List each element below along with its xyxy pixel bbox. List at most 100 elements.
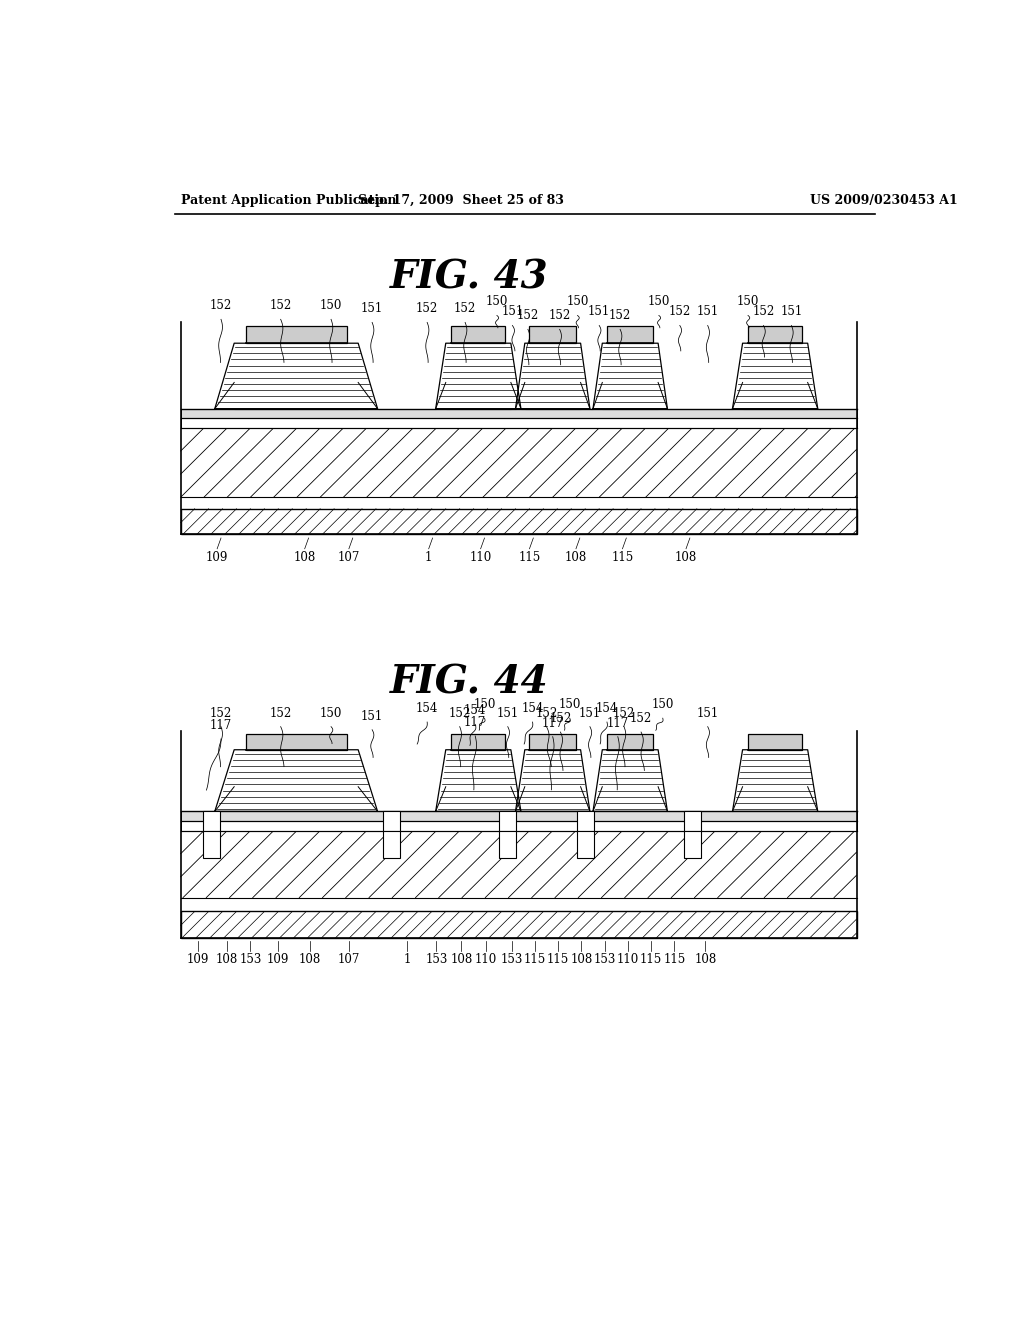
Text: 108: 108 [451,953,472,966]
Text: 153: 153 [594,953,615,966]
Bar [684,812,700,830]
Text: 117: 117 [210,719,232,733]
Text: 117: 117 [464,715,486,729]
Polygon shape [732,750,818,812]
Text: 152: 152 [210,298,232,312]
Text: 152: 152 [269,298,292,312]
Text: 152: 152 [613,706,635,719]
Bar [180,911,856,937]
Text: 151: 151 [361,302,383,314]
Polygon shape [808,383,818,409]
Text: 153: 153 [240,953,262,966]
Text: 152: 152 [549,711,571,725]
Bar [180,418,856,428]
Text: 152: 152 [669,305,691,318]
Text: 150: 150 [319,298,342,312]
Text: 115: 115 [547,953,569,966]
Text: 107: 107 [338,552,360,564]
Text: 1: 1 [425,552,432,564]
Bar [577,812,594,830]
Text: 150: 150 [648,294,670,308]
Text: 109: 109 [186,953,209,966]
Bar [500,812,516,830]
Bar [203,830,220,858]
Polygon shape [732,343,818,409]
Text: 152: 152 [536,706,558,719]
Bar [577,830,594,858]
Text: 110: 110 [469,552,492,564]
Polygon shape [581,383,590,409]
Text: 108: 108 [299,953,322,966]
Bar [452,734,506,750]
Text: 154: 154 [416,702,438,715]
Text: 117: 117 [542,717,564,730]
Bar [180,821,856,830]
Text: 152: 152 [549,309,570,322]
Bar [180,830,856,898]
Polygon shape [658,383,668,409]
Text: Sep. 17, 2009  Sheet 25 of 83: Sep. 17, 2009 Sheet 25 of 83 [358,194,564,207]
Text: 154: 154 [596,702,618,715]
Text: FIG. 43: FIG. 43 [390,259,548,297]
Text: 1: 1 [403,953,411,966]
Text: 152: 152 [609,309,631,322]
Text: 152: 152 [753,305,774,318]
Text: 151: 151 [588,305,610,318]
Text: 115: 115 [518,552,541,564]
Polygon shape [435,750,521,812]
Polygon shape [515,750,590,812]
Text: 153: 153 [425,953,447,966]
Text: 109: 109 [266,953,289,966]
Polygon shape [515,383,524,409]
Text: FIG. 44: FIG. 44 [390,663,548,701]
Bar [383,812,400,830]
Text: 108: 108 [294,552,315,564]
Polygon shape [358,383,378,409]
Text: 110: 110 [475,953,498,966]
Polygon shape [435,383,445,409]
Bar [203,812,220,830]
Text: 150: 150 [737,294,759,308]
Text: 150: 150 [651,698,674,711]
Polygon shape [732,383,742,409]
Text: 115: 115 [664,953,685,966]
Text: 108: 108 [565,552,587,564]
Bar [684,830,700,858]
Text: US 2009/0230453 A1: US 2009/0230453 A1 [810,194,957,207]
Polygon shape [435,343,521,409]
Bar [246,326,346,343]
Polygon shape [511,383,521,409]
Bar [529,734,575,750]
Text: 110: 110 [616,953,639,966]
Text: 151: 151 [780,305,803,318]
Text: 152: 152 [449,706,471,719]
Text: 152: 152 [416,302,438,314]
Polygon shape [215,750,378,812]
Bar [748,326,802,343]
Bar [246,734,346,750]
Text: 108: 108 [216,953,239,966]
Text: 152: 152 [630,711,652,725]
Polygon shape [215,343,378,409]
Text: 150: 150 [473,698,496,711]
Text: 107: 107 [338,953,360,966]
Bar [383,830,400,858]
Text: 109: 109 [206,552,228,564]
Bar [500,830,516,858]
Text: 151: 151 [696,706,719,719]
Text: 115: 115 [640,953,663,966]
Text: 152: 152 [210,706,232,719]
Polygon shape [593,343,668,409]
Text: 154: 154 [464,705,486,718]
Bar [607,734,653,750]
Text: 151: 151 [502,305,523,318]
Text: 152: 152 [517,309,539,322]
Text: 115: 115 [611,552,634,564]
Polygon shape [593,383,602,409]
Bar [180,508,856,535]
Bar [180,428,856,498]
Text: 108: 108 [675,552,697,564]
Text: 151: 151 [696,305,719,318]
Text: 150: 150 [319,706,342,719]
Bar [452,326,506,343]
